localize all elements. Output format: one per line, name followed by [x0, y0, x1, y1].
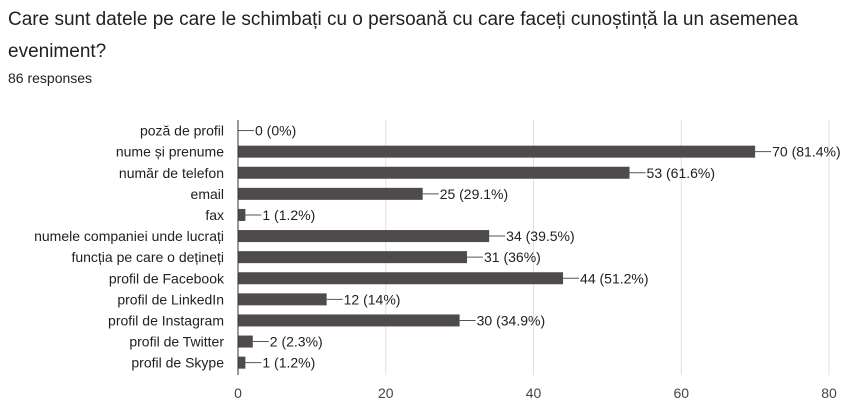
bar — [238, 251, 468, 264]
category-label: funcția pe care o dețineți — [71, 249, 224, 265]
category-label: profil de Skype — [131, 355, 224, 371]
x-tick-label: 60 — [673, 385, 689, 401]
bar — [238, 145, 756, 158]
bar — [238, 187, 423, 200]
bars: poză de profil 0 (0%) nume și prenume 70 (8… — [34, 123, 841, 371]
bar — [238, 166, 630, 179]
value-label: 25 (29.1%) — [440, 186, 508, 202]
category-label: fax — [205, 207, 224, 223]
question-title: Care sunt datele pe care le schimbați cu… — [8, 9, 799, 62]
category-label: profil de LinkedIn — [117, 291, 224, 307]
x-tick-label: 20 — [378, 385, 394, 401]
category-label: număr de telefon — [119, 165, 224, 181]
category-label: profil de Instagram — [108, 312, 224, 328]
bar — [238, 208, 246, 221]
x-tick-label: 0 — [234, 385, 242, 401]
value-label: 1 (1.2%) — [262, 207, 315, 223]
bar — [238, 272, 564, 285]
value-label: 12 (14%) — [344, 291, 401, 307]
value-label: 70 (81.4%) — [772, 144, 840, 160]
bar — [238, 230, 490, 243]
value-label: 2 (2.3%) — [270, 334, 323, 350]
response-count: 86 responses — [8, 70, 93, 86]
x-axis-ticks: 0 20 40 60 80 — [234, 385, 837, 401]
bar — [238, 356, 246, 369]
x-tick-label: 80 — [821, 385, 837, 401]
bar — [238, 293, 327, 306]
category-label: email — [191, 186, 224, 202]
value-label: 1 (1.2%) — [262, 355, 315, 371]
category-label: numele companiei unde lucrați — [34, 228, 224, 244]
category-label: nume și prenume — [116, 144, 224, 160]
x-tick-label: 40 — [526, 385, 542, 401]
value-label: 0 (0%) — [255, 123, 296, 139]
category-label: profil de Facebook — [109, 270, 225, 286]
value-label: 44 (51.2%) — [580, 270, 648, 286]
grid-lines — [385, 120, 830, 375]
value-label: 31 (36%) — [484, 249, 541, 265]
bar — [238, 335, 253, 348]
value-label: 30 (34.9%) — [477, 312, 545, 328]
value-label: 34 (39.5%) — [506, 228, 574, 244]
category-label: poză de profil — [140, 123, 224, 139]
category-label: profil de Twitter — [129, 334, 224, 350]
bar — [238, 314, 460, 327]
value-label: 53 (61.6%) — [647, 165, 715, 181]
